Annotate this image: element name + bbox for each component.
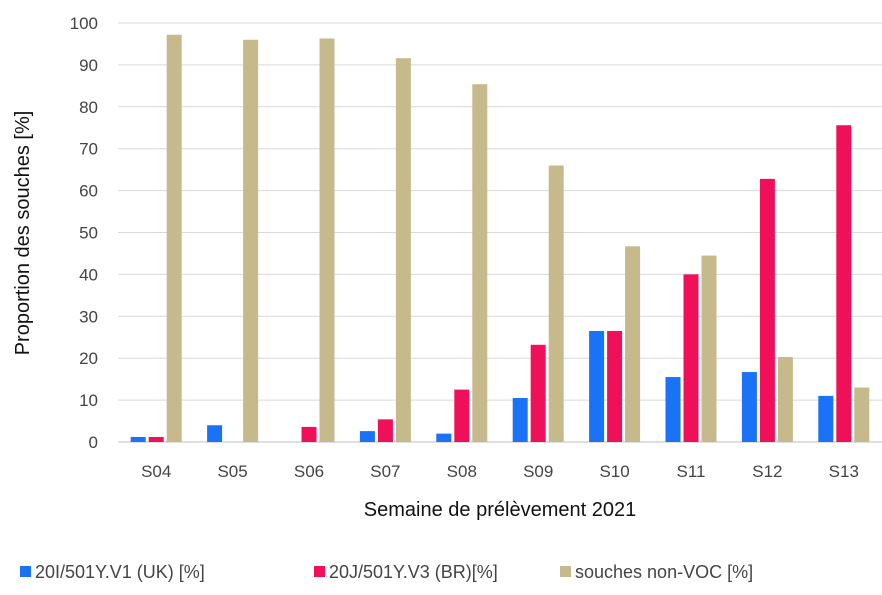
- legend-swatch-2: [314, 566, 325, 577]
- bar-s08-series-1: [436, 433, 452, 442]
- legend-label-3: souches non-VOC [%]: [575, 562, 753, 582]
- bar-s04-series-3: [166, 34, 182, 443]
- bar-s12-series-2: [759, 178, 775, 443]
- x-tick-label: S12: [752, 462, 782, 481]
- bar-s09-series-1: [512, 398, 528, 442]
- bar-s05-series-1: [207, 425, 223, 442]
- bar-s13-series-1: [818, 395, 834, 442]
- bar-s04-series-2: [148, 436, 164, 442]
- y-tick-label: 20: [79, 349, 98, 368]
- x-tick-label: S04: [141, 462, 171, 481]
- legend-swatch-3: [560, 566, 571, 577]
- legend-label-2: 20J/501Y.V3 (BR)[%]: [329, 562, 498, 582]
- bar-s10-series-1: [589, 330, 605, 442]
- x-tick-label: S11: [677, 462, 706, 481]
- bar-s11-series-1: [665, 377, 681, 442]
- bar-s08-series-2: [454, 389, 470, 442]
- x-tick-label: S06: [294, 462, 324, 481]
- bars: [130, 34, 870, 443]
- x-tick-label: S05: [217, 462, 247, 481]
- y-tick-label: 30: [79, 307, 98, 326]
- x-tick-label: S07: [370, 462, 400, 481]
- bar-s12-series-1: [741, 372, 757, 442]
- y-tick-label: 10: [79, 391, 98, 410]
- bar-s07-series-3: [395, 58, 411, 443]
- bar-s12-series-3: [777, 356, 793, 442]
- y-tick-label: 50: [79, 224, 98, 243]
- bar-s09-series-2: [530, 344, 546, 442]
- y-tick-label: 100: [70, 14, 98, 33]
- y-tick-label: 40: [79, 265, 98, 284]
- y-tick-label: 80: [79, 98, 98, 117]
- bar-s13-series-3: [854, 387, 870, 442]
- y-tick-labels: 0 10 20 30 40 50 60 70 80 90 100: [70, 14, 98, 452]
- y-axis-title: Proportion des souches [%]: [12, 111, 34, 356]
- y-tick-label: 70: [79, 140, 98, 159]
- legend: 20I/501Y.V1 (UK) [%] 20J/501Y.V3 (BR)[%] s…: [20, 562, 753, 582]
- bar-s05-series-3: [243, 39, 259, 442]
- legend-label-1: 20I/501Y.V1 (UK) [%]: [35, 562, 205, 582]
- bar-s09-series-3: [548, 165, 564, 442]
- y-tick-label: 90: [79, 56, 98, 75]
- x-tick-label: S10: [599, 462, 629, 481]
- legend-swatch-1: [20, 566, 31, 577]
- y-tick-label: 60: [79, 182, 98, 201]
- bar-s06-series-2: [301, 426, 317, 442]
- bar-s07-series-1: [359, 431, 375, 442]
- bar-s11-series-3: [701, 255, 717, 442]
- bar-s08-series-3: [472, 84, 488, 442]
- bar-s13-series-2: [836, 125, 852, 443]
- bar-s11-series-2: [683, 274, 699, 442]
- bar-s10-series-3: [625, 246, 641, 442]
- bar-s04-series-1: [130, 436, 146, 442]
- x-tick-label: S09: [523, 462, 553, 481]
- x-axis-title: Semaine de prélèvement 2021: [364, 499, 636, 521]
- x-tick-labels: S04 S05 S06 S07 S08 S09 S10 S11 S12 S13: [141, 462, 859, 481]
- bar-s06-series-3: [319, 38, 335, 443]
- y-tick-label: 0: [89, 433, 98, 452]
- bar-s07-series-2: [377, 419, 393, 442]
- x-tick-label: S13: [829, 462, 859, 481]
- x-tick-label: S08: [447, 462, 477, 481]
- bar-s10-series-2: [607, 330, 623, 442]
